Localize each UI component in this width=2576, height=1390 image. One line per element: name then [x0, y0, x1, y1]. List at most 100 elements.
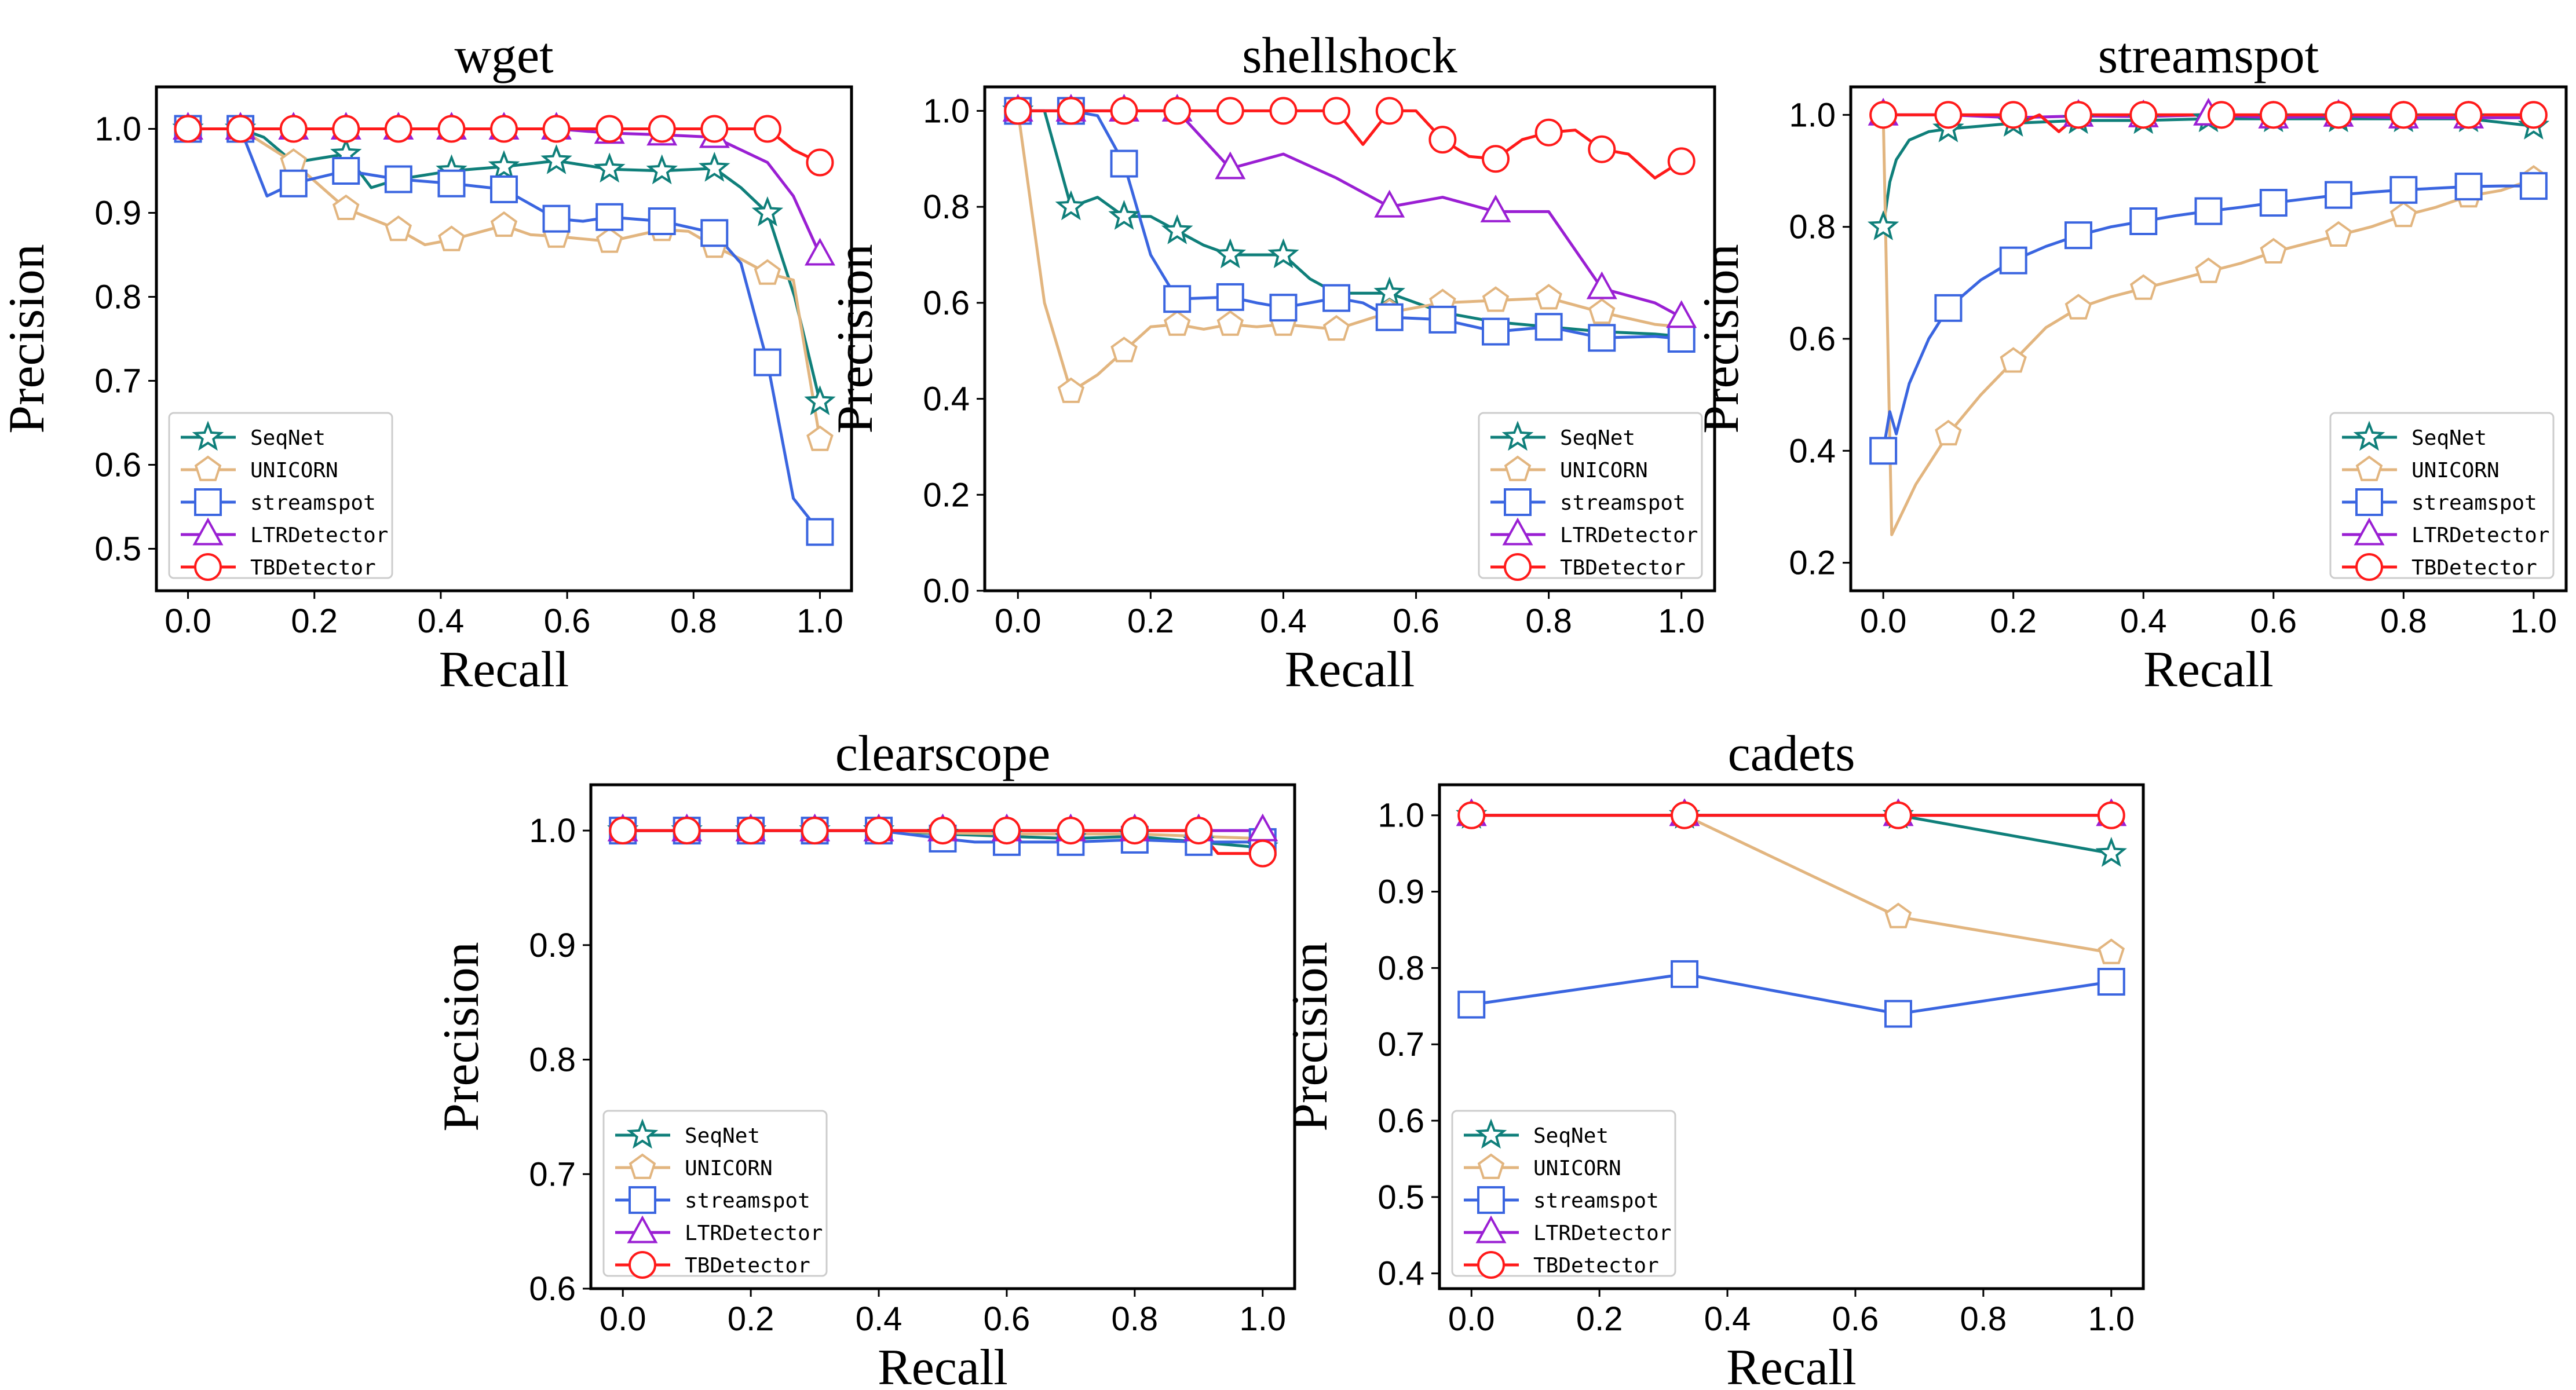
data-point-TBDetector	[437, 115, 466, 143]
x-tick-label: 1.0	[796, 602, 843, 640]
data-point-TBDetector	[2454, 101, 2483, 129]
y-tick-label: 0.6	[94, 447, 141, 484]
legend-label: UNICORN	[2411, 459, 2500, 482]
chart-title: clearscope	[835, 726, 1050, 782]
data-point-streamspot	[1163, 285, 1192, 313]
data-point-SeqNet	[699, 152, 730, 182]
y-tick-label: 0.5	[94, 531, 141, 568]
data-point-streamspot	[332, 157, 360, 185]
data-point-UNICORN	[2260, 237, 2288, 264]
data-point-UNICORN	[2065, 294, 2092, 320]
data-point-TBDetector	[595, 115, 624, 143]
legend-label: streamspot	[685, 1189, 810, 1213]
legend-label: streamspot	[1560, 491, 1686, 515]
legend-marker	[2355, 553, 2383, 581]
data-point-streamspot	[753, 348, 781, 376]
legend-marker	[629, 1186, 656, 1214]
data-point-UNICORN	[1216, 310, 1244, 336]
data-point-SeqNet	[1161, 214, 1193, 244]
data-point-TBDetector	[1248, 839, 1277, 868]
data-point-TBDetector	[490, 115, 518, 143]
legend-box	[1451, 1110, 1676, 1277]
legend-label: TBDetector	[685, 1254, 810, 1278]
y-tick-label: 0.9	[529, 927, 576, 964]
legend-marker	[1477, 1153, 1505, 1179]
y-tick-label: 0.8	[923, 188, 970, 226]
data-point-TBDetector	[2389, 101, 2418, 129]
legend-marker	[626, 1118, 659, 1149]
chart-title: cadets	[1728, 726, 1855, 782]
legend-marker	[194, 455, 222, 481]
data-point-streamspot	[806, 518, 834, 546]
legend: SeqNet UNICORN streamspot LTRDetector TBDete…	[1478, 412, 1703, 581]
x-tick-label: 0.8	[2380, 602, 2427, 640]
data-point-TBDetector	[1534, 118, 1563, 147]
data-point-LTRDetector	[1215, 151, 1246, 180]
x-axis-label: Recall	[878, 1340, 1008, 1390]
data-point-LTRDetector	[1374, 189, 1405, 218]
legend-marker	[1504, 488, 1532, 516]
y-tick-label: 0.8	[1789, 209, 1836, 246]
data-point-TBDetector	[279, 115, 308, 143]
data-point-TBDetector	[1269, 97, 1298, 125]
data-point-streamspot	[1322, 284, 1351, 312]
data-point-TBDetector	[1999, 101, 2027, 129]
x-tick-label: 1.0	[2511, 602, 2557, 640]
legend: SeqNet UNICORN streamspot LTRDetector TBDete…	[168, 412, 393, 581]
x-tick-label: 0.6	[1832, 1300, 1879, 1338]
legend-marker	[1475, 1215, 1507, 1243]
legend-label: streamspot	[1533, 1189, 1659, 1213]
y-tick-label: 0.2	[923, 476, 970, 514]
data-point-TBDetector	[753, 115, 781, 143]
data-point-TBDetector	[1322, 97, 1351, 125]
x-tick-label: 0.0	[165, 602, 211, 640]
x-tick-label: 0.0	[1860, 602, 1907, 640]
plot-area	[607, 813, 1278, 868]
x-tick-label: 0.4	[856, 1300, 902, 1338]
data-point-SeqNet	[488, 150, 520, 180]
y-tick-label: 1.0	[1789, 96, 1836, 134]
data-point-streamspot	[490, 175, 518, 203]
data-point-SeqNet	[2095, 836, 2127, 867]
data-point-streamspot	[2129, 207, 2158, 235]
x-axis-label: Recall	[439, 642, 569, 698]
series-line-UNICORN	[1881, 115, 2534, 536]
data-point-TBDetector	[1185, 817, 1213, 845]
data-point-UNICORN	[754, 259, 781, 285]
legend-marker	[1477, 1186, 1505, 1214]
data-point-streamspot	[1884, 1000, 1912, 1028]
plot-area	[172, 112, 836, 546]
data-point-TBDetector	[1869, 101, 1898, 129]
x-tick-label: 1.0	[1658, 602, 1705, 640]
data-point-streamspot	[1482, 317, 1510, 346]
data-point-TBDetector	[700, 115, 729, 143]
data-point-UNICORN	[1057, 377, 1085, 403]
y-tick-label: 0.7	[94, 363, 141, 400]
data-point-TBDetector	[1457, 801, 1486, 829]
y-tick-label: 0.5	[1377, 1179, 1424, 1216]
x-tick-label: 0.8	[1525, 602, 1572, 640]
legend-label: LTRDetector	[685, 1221, 823, 1245]
data-point-TBDetector	[2064, 101, 2092, 129]
y-axis-label: Precision	[1282, 942, 1338, 1132]
legend-marker	[627, 1215, 658, 1243]
data-point-TBDetector	[174, 115, 202, 143]
legend-label: UNICORN	[1533, 1157, 1621, 1180]
data-point-UNICORN	[806, 425, 834, 451]
legend-label: UNICORN	[685, 1157, 773, 1180]
legend-box	[1478, 412, 1703, 579]
legend-label: UNICORN	[1560, 459, 1648, 482]
x-tick-label: 0.8	[1960, 1300, 2007, 1338]
legend-marker	[1477, 1251, 1505, 1279]
data-point-TBDetector	[1004, 97, 1032, 125]
x-tick-label: 0.4	[1260, 602, 1307, 640]
data-point-UNICORN	[2390, 201, 2417, 228]
data-point-LTRDetector	[1666, 300, 1697, 328]
data-point-TBDetector	[737, 817, 765, 845]
panel-streamspot: streamspot 0.0 0.2 0.4 0.6 0.8 1.0 0.2 0.4 0.6 0.8…	[1693, 28, 2568, 698]
data-point-LTRDetector	[805, 237, 835, 266]
data-point-streamspot	[648, 207, 676, 235]
data-point-TBDetector	[673, 817, 701, 845]
panel-shellshock: shellshock 0.0 0.2 0.4 0.6 0.8 1.0 0.0 0.2 0.4 0.6…	[827, 28, 1716, 698]
data-point-streamspot	[279, 169, 308, 197]
